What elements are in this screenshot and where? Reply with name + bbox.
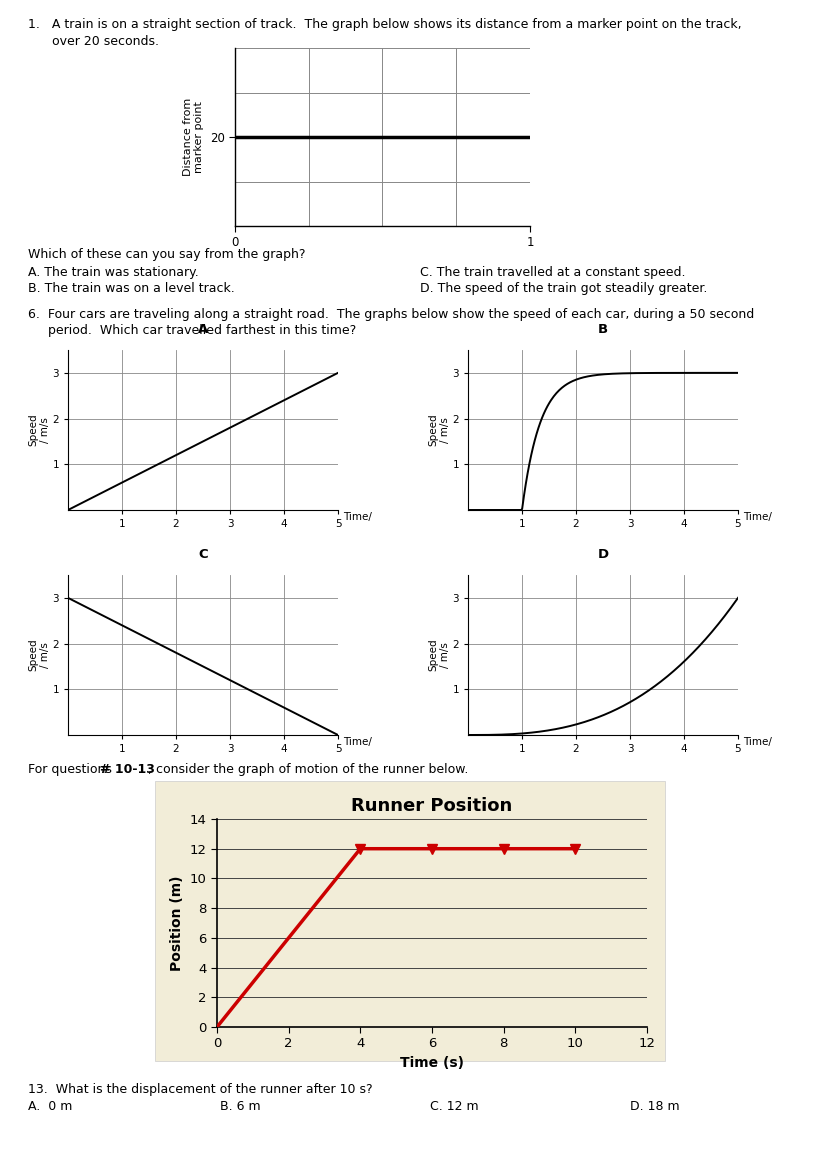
Text: Time/: Time/ [742, 512, 771, 522]
Text: Time/: Time/ [342, 512, 371, 522]
Text: over 20 seconds.: over 20 seconds. [28, 35, 159, 48]
Text: A.  0 m: A. 0 m [28, 1100, 72, 1113]
Text: C. 12 m: C. 12 m [429, 1100, 478, 1113]
Y-axis label: Speed
/ m/s: Speed / m/s [428, 413, 449, 446]
Y-axis label: Distance from
marker point: Distance from marker point [182, 97, 204, 176]
Text: A. The train was stationary.: A. The train was stationary. [28, 266, 198, 279]
Text: , consider the graph of motion of the runner below.: , consider the graph of motion of the ru… [148, 763, 468, 776]
Text: B. 6 m: B. 6 m [220, 1100, 261, 1113]
Text: Time/: Time/ [742, 737, 771, 747]
Y-axis label: Speed
/ m/s: Speed / m/s [428, 639, 449, 672]
Y-axis label: Speed
/ m/s: Speed / m/s [28, 639, 50, 672]
Text: Time/: Time/ [342, 737, 371, 747]
Text: 1.   A train is on a straight section of track.  The graph below shows its dista: 1. A train is on a straight section of t… [28, 18, 741, 31]
Text: D: D [597, 548, 608, 561]
Text: # 10-13: # 10-13 [100, 763, 155, 776]
X-axis label: Time (s): Time (s) [399, 1055, 463, 1070]
Y-axis label: Speed
/ m/s: Speed / m/s [28, 413, 50, 446]
Text: Which of these can you say from the graph?: Which of these can you say from the grap… [28, 248, 305, 261]
Text: 6.  Four cars are traveling along a straight road.  The graphs below show the sp: 6. Four cars are traveling along a strai… [28, 308, 753, 321]
Y-axis label: Position (m): Position (m) [170, 876, 184, 971]
Text: D. The speed of the train got steadily greater.: D. The speed of the train got steadily g… [419, 282, 706, 295]
Text: B. The train was on a level track.: B. The train was on a level track. [28, 282, 235, 295]
Text: 13.  What is the displacement of the runner after 10 s?: 13. What is the displacement of the runn… [28, 1082, 372, 1097]
Text: C: C [198, 548, 208, 561]
Text: B: B [597, 323, 607, 336]
Text: For questions: For questions [28, 763, 116, 776]
Title: Runner Position: Runner Position [351, 797, 512, 815]
Text: D. 18 m: D. 18 m [629, 1100, 679, 1113]
Text: A: A [198, 323, 208, 336]
Text: period.  Which car travelled farthest in this time?: period. Which car travelled farthest in … [28, 324, 356, 337]
Bar [155, 781, 664, 1061]
Text: C. The train travelled at a constant speed.: C. The train travelled at a constant spe… [419, 266, 685, 279]
Text: Time: Time [538, 944, 566, 957]
